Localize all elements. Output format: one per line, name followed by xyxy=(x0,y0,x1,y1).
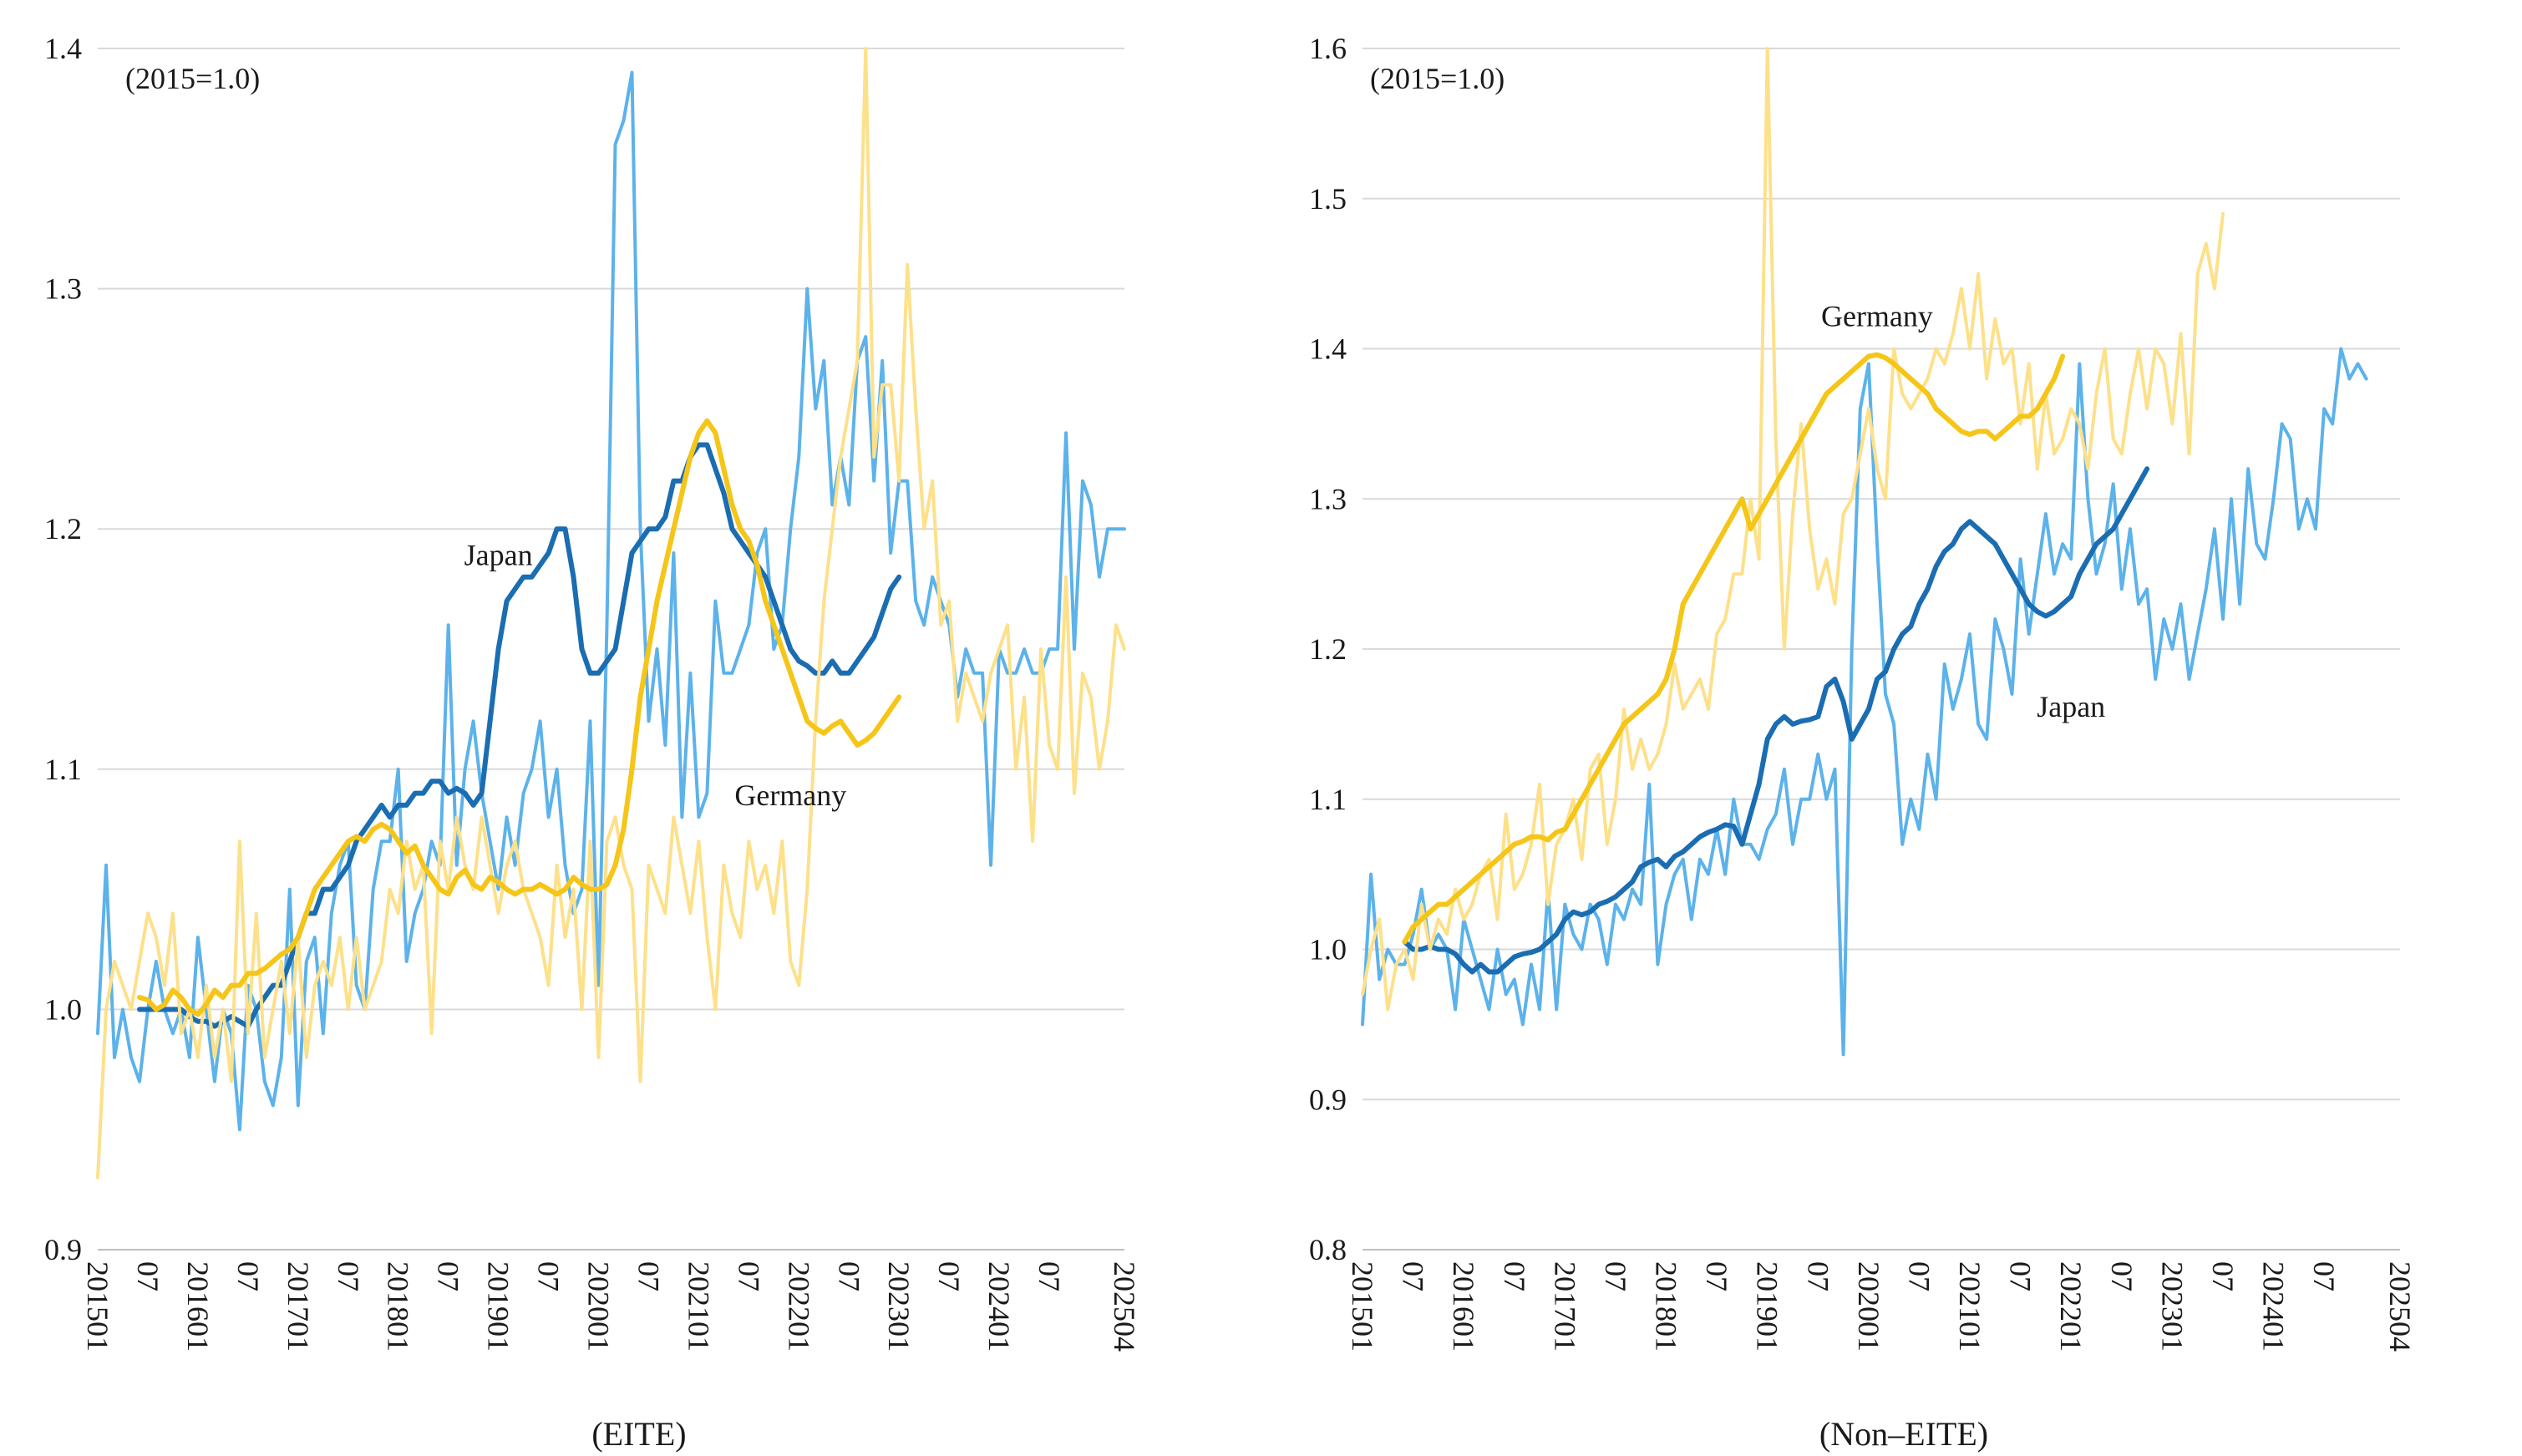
y-tick-label: 1.0 xyxy=(1309,933,1347,966)
y-tick-label: 1.4 xyxy=(44,32,82,65)
x-axis-label: (EITE) xyxy=(591,1415,686,1453)
y-tick-label: 1.6 xyxy=(1309,32,1347,65)
x-tick-label: 202001 xyxy=(1852,1261,1885,1352)
x-tick-label: 202101 xyxy=(682,1261,715,1352)
x-tick-label: 07 xyxy=(1498,1261,1531,1291)
x-tick-label: 07 xyxy=(2206,1261,2240,1291)
y-tick-label: 1.4 xyxy=(1309,332,1347,366)
x-tick-label: 201801 xyxy=(382,1261,415,1352)
x-tick-label: 202504 xyxy=(2383,1261,2417,1352)
series-line-japan-moving-average xyxy=(1402,466,2150,975)
y-tick-label: 1.5 xyxy=(1309,182,1347,216)
x-tick-label: 07 xyxy=(1599,1261,1632,1291)
eite-chart-panel: (2015=1.0) (EITE) 0.9 1.0 1.1 1.2 1.3 1.4 2015… xyxy=(44,32,1141,1453)
x-tick-label: 07 xyxy=(1902,1261,1936,1291)
x-tick-label: 07 xyxy=(2105,1261,2139,1291)
x-tick-label: 07 xyxy=(632,1261,665,1291)
series-line-germany xyxy=(96,47,1126,1180)
y-tick-label: 1.2 xyxy=(1309,632,1347,666)
x-tick-label: 202401 xyxy=(982,1261,1016,1352)
x-tick-label: 07 xyxy=(832,1261,865,1291)
x-tick-label: 202201 xyxy=(782,1261,815,1352)
y-tick-label: 0.9 xyxy=(1309,1083,1347,1116)
x-tick-label: 201501 xyxy=(1346,1261,1379,1352)
x-tick-label: 201601 xyxy=(181,1261,215,1352)
gridlines xyxy=(98,48,1124,1251)
y-tick-label: 1.3 xyxy=(1309,482,1347,515)
x-tick-label: 07 xyxy=(1700,1261,1733,1291)
x-tick-label: 202201 xyxy=(2054,1261,2088,1352)
series-line-germany-moving-average xyxy=(137,418,902,1017)
x-tick-label: 07 xyxy=(1801,1261,1834,1291)
x-tick-label: 201701 xyxy=(1548,1261,1581,1352)
y-tick-label: 1.0 xyxy=(44,992,82,1026)
x-tick-label: 201901 xyxy=(1751,1261,1784,1352)
y-tick-label: 1.3 xyxy=(44,272,82,306)
base-year-note: (2015=1.0) xyxy=(1370,62,1505,95)
x-tick-label: 07 xyxy=(131,1261,165,1291)
x-tick-label: 201601 xyxy=(1447,1261,1480,1352)
x-tick-label: 202301 xyxy=(2155,1261,2189,1352)
x-tick-label: 201501 xyxy=(81,1261,114,1352)
y-tick-label: 1.1 xyxy=(44,753,82,786)
x-tick-label: 201901 xyxy=(482,1261,515,1352)
series-line-germany xyxy=(1361,47,2225,1012)
y-tick-label: 1.1 xyxy=(1309,783,1347,816)
x-tick-label: 201701 xyxy=(282,1261,315,1352)
base-year-note: (2015=1.0) xyxy=(125,62,260,95)
x-tick-label: 07 xyxy=(2307,1261,2341,1291)
series-annotation-japan: Japan xyxy=(2037,690,2105,723)
y-tick-label: 0.8 xyxy=(1309,1233,1347,1266)
non-eite-chart-panel: (2015=1.0) (Non–EITE) 0.8 0.9 1.0 1.1 1.2 1.3… xyxy=(1309,32,2417,1453)
x-tick-label: 07 xyxy=(432,1261,465,1291)
x-tick-label: 202001 xyxy=(582,1261,616,1352)
x-tick-label: 202401 xyxy=(2257,1261,2291,1352)
x-tick-label: 07 xyxy=(532,1261,566,1291)
series-line-japan-moving-average xyxy=(137,442,902,1029)
y-tick-label: 1.2 xyxy=(44,512,82,545)
x-tick-label: 07 xyxy=(1397,1261,1430,1291)
x-tick-label: 201801 xyxy=(1650,1261,1683,1352)
series-line-germany-moving-average xyxy=(1402,352,2066,945)
x-tick-label: 202504 xyxy=(1108,1261,1141,1352)
y-tick-label: 0.9 xyxy=(44,1233,82,1266)
series-line-japan xyxy=(1361,347,2368,1057)
series-annotation-germany: Germany xyxy=(734,779,846,812)
series-annotation-japan: Japan xyxy=(464,538,533,571)
x-tick-label: 07 xyxy=(1033,1261,1066,1291)
x-tick-label: 07 xyxy=(2004,1261,2037,1291)
x-tick-label: 07 xyxy=(932,1261,966,1291)
series-annotation-germany: Germany xyxy=(1821,300,1933,333)
x-axis-label: (Non–EITE) xyxy=(1819,1415,1988,1453)
x-tick-label: 202101 xyxy=(1953,1261,1987,1352)
x-tick-label: 202301 xyxy=(882,1261,916,1352)
x-tick-label: 07 xyxy=(231,1261,265,1291)
x-tick-label: 07 xyxy=(732,1261,765,1291)
x-tick-label: 07 xyxy=(332,1261,365,1291)
